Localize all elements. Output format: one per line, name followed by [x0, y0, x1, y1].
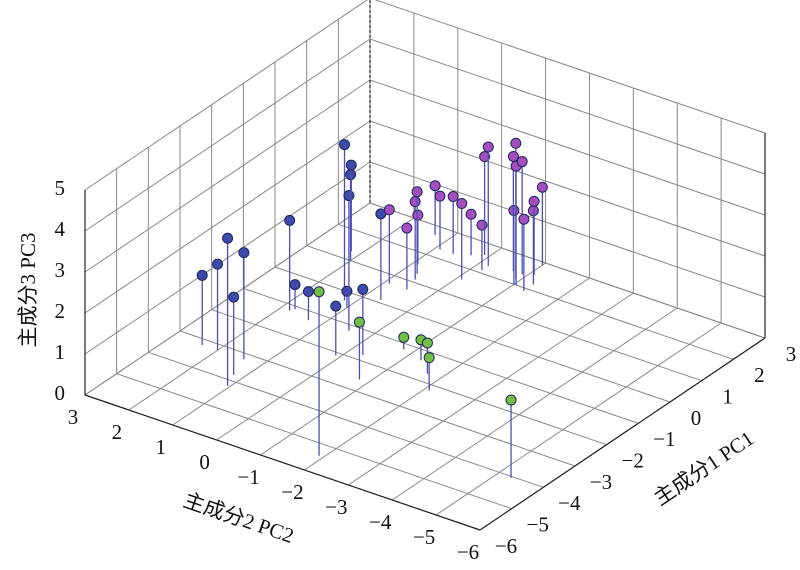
x-tick-label: −5 [526, 512, 548, 536]
point [507, 151, 519, 162]
x-tick-label: 2 [754, 363, 765, 387]
x-tick-label: 1 [722, 384, 733, 408]
point [429, 180, 441, 192]
point [456, 198, 468, 210]
point [447, 191, 459, 203]
grid-line [84, 38, 371, 232]
y-tick-label: 0 [199, 450, 210, 474]
point [527, 205, 539, 217]
point [411, 186, 423, 198]
x-tick-label: −3 [590, 470, 612, 494]
grid-line [172, 232, 459, 426]
z-tick-label: 1 [55, 340, 66, 364]
y-tick-label: −5 [413, 525, 435, 549]
point [482, 141, 494, 153]
grid-line [306, 245, 702, 382]
grid-line [304, 277, 590, 471]
y-tick-label: −3 [325, 495, 347, 519]
z-tick-label: 0 [55, 381, 66, 405]
x-tick-label: 0 [691, 406, 702, 430]
point [423, 352, 435, 364]
point [412, 209, 424, 221]
grid-line [348, 292, 634, 486]
point [409, 196, 421, 208]
point [289, 279, 301, 291]
point [341, 285, 353, 297]
x-tick-label: −2 [621, 448, 643, 472]
grid-line [179, 330, 576, 467]
point [228, 291, 240, 303]
grid-line [84, 120, 371, 314]
point [343, 190, 355, 202]
grid-line [369, 79, 766, 216]
y-tick-label: −2 [281, 480, 303, 504]
z-tick-label: 3 [55, 258, 66, 282]
point [345, 159, 357, 171]
grid-line [435, 322, 722, 516]
x-tick-label: −6 [495, 534, 517, 558]
axis-edge [84, 394, 481, 531]
y-axis-label: 主成分2 PC2 [180, 488, 296, 548]
grid-line [374, 0, 766, 134]
point [357, 283, 369, 295]
grid-line [260, 262, 546, 456]
grid-line [148, 351, 544, 488]
grid-line [369, 38, 766, 175]
point [284, 214, 296, 226]
point [345, 169, 357, 181]
z-tick-label: 5 [55, 176, 66, 200]
point [476, 219, 488, 231]
grid-line [84, 0, 368, 191]
axis-edge [479, 337, 766, 531]
z-axis-label: 主成分3 PC3 [16, 233, 40, 348]
y-tick-label: −4 [369, 510, 392, 534]
point [330, 300, 342, 312]
point [383, 204, 395, 216]
point [353, 316, 365, 328]
point [212, 258, 224, 270]
grid-line [84, 79, 371, 273]
point [528, 195, 540, 207]
point [518, 213, 530, 225]
point [196, 269, 208, 281]
point [302, 286, 314, 298]
point [398, 331, 410, 343]
y-tick-label: 3 [68, 405, 79, 429]
point [238, 247, 250, 259]
point [401, 222, 413, 234]
grid-line [274, 266, 671, 403]
point [313, 286, 325, 298]
point [465, 208, 477, 220]
point [479, 151, 491, 163]
z-tick-label: 2 [55, 299, 66, 323]
point [510, 137, 522, 149]
y-tick-label: 2 [112, 420, 123, 444]
z-tick-label: 4 [55, 217, 66, 241]
point [536, 181, 548, 193]
grid-line [116, 373, 512, 510]
grid-line [369, 120, 766, 257]
point [339, 139, 350, 151]
x-tick-label: −4 [558, 491, 581, 515]
point [434, 190, 446, 202]
grid-line [391, 307, 678, 501]
grid-line [369, 161, 766, 298]
x-tick-label: 3 [786, 342, 797, 366]
grid-line [128, 217, 415, 411]
x-tick-label: −1 [653, 427, 675, 451]
y-tick-label: 1 [156, 435, 167, 459]
y-tick-label: −6 [457, 540, 479, 564]
point [505, 394, 517, 406]
grid-line [338, 223, 734, 360]
grid-line [211, 309, 607, 446]
point [516, 156, 528, 168]
grid-line [243, 287, 639, 424]
grid-line [369, 202, 766, 339]
y-tick-label: −1 [237, 465, 259, 489]
point [222, 232, 234, 244]
point [421, 337, 433, 349]
